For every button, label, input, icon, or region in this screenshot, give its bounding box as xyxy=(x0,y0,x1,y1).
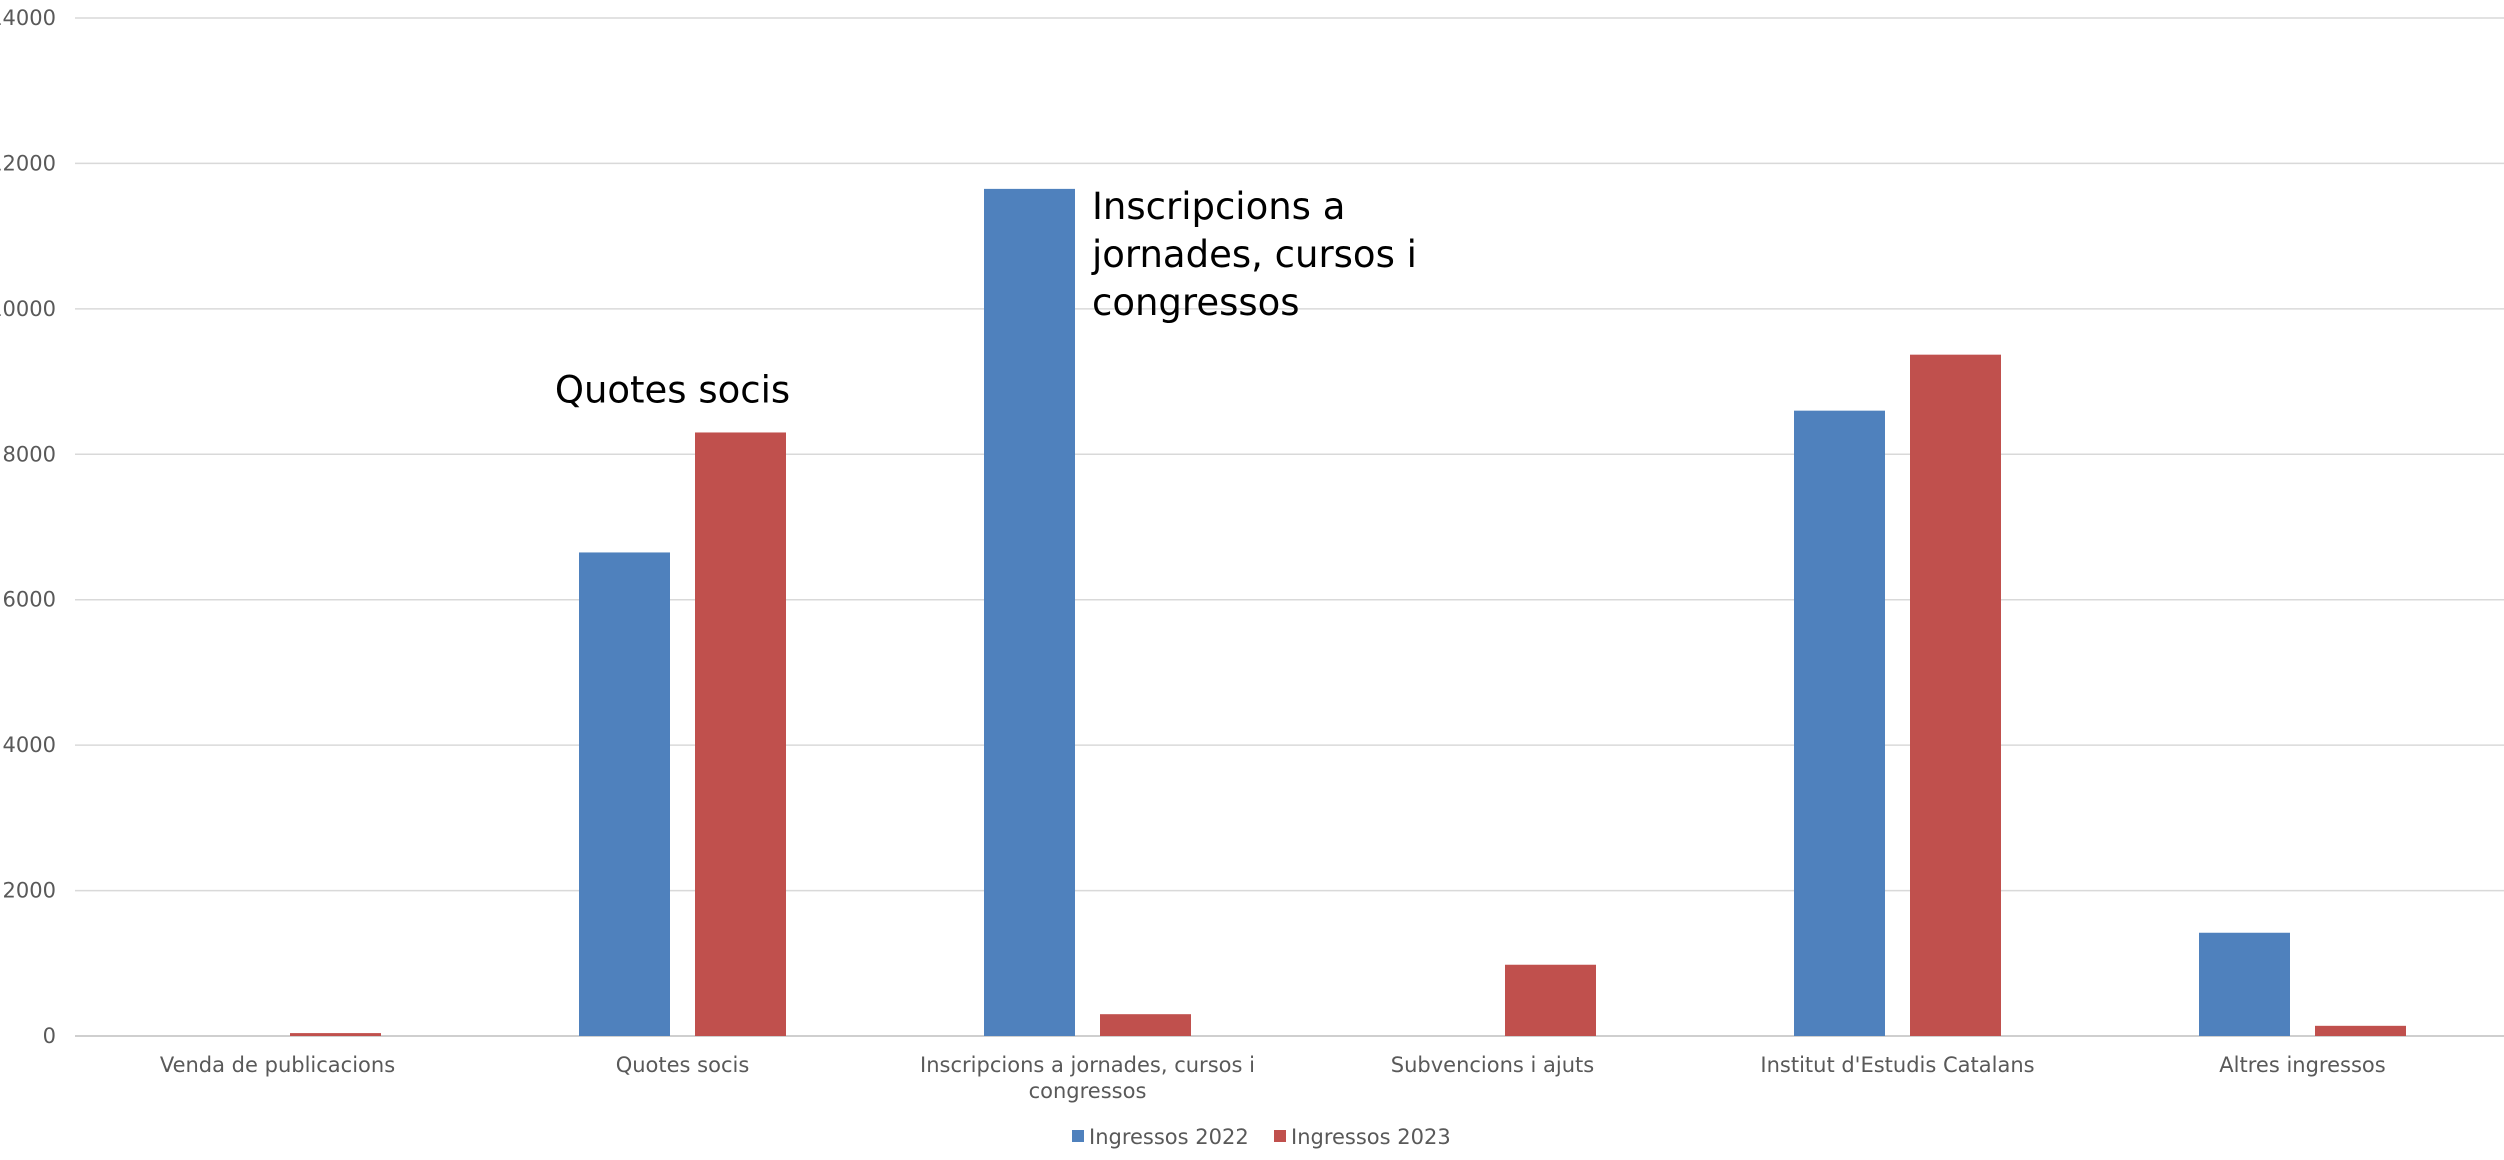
annotation-label: Quotes socis xyxy=(555,368,790,411)
x-axis-category-labels: Venda de publicacions Quotes socis Inscrip… xyxy=(160,1053,2386,1103)
y-tick-label: 6000 xyxy=(3,588,56,612)
annotation-label: jornades, cursos i xyxy=(1091,233,1417,276)
legend: Ingressos 2022 Ingressos 2023 xyxy=(1072,1125,1451,1149)
legend-swatch xyxy=(1072,1130,1084,1142)
x-category-label: Quotes socis xyxy=(616,1053,750,1077)
bar-2022-4 xyxy=(1794,410,1885,1037)
y-tick-label: 0 xyxy=(43,1024,56,1048)
y-tick-label: 2000 xyxy=(3,879,56,903)
annotation-label: congressos xyxy=(1092,281,1300,324)
y-tick-label: 10000 xyxy=(0,297,56,321)
annotation-label: Inscripcions a xyxy=(1092,185,1345,228)
bar-2022-2 xyxy=(984,188,1075,1037)
bar-2023-1 xyxy=(695,432,786,1036)
bar-2022-1 xyxy=(579,552,670,1036)
legend-label: Ingressos 2023 xyxy=(1291,1125,1451,1149)
legend-label: Ingressos 2022 xyxy=(1089,1125,1249,1149)
legend-swatch xyxy=(1274,1130,1286,1142)
bar-2023-3 xyxy=(1505,964,1596,1036)
x-category-label: Inscripcions a jornades, cursos i xyxy=(920,1053,1255,1077)
y-tick-label: 4000 xyxy=(3,733,56,757)
bar-2023-0 xyxy=(290,1033,381,1036)
x-category-label: Institut d'Estudis Catalans xyxy=(1760,1053,2034,1077)
x-category-label: Altres ingressos xyxy=(2219,1053,2385,1077)
gridlines xyxy=(75,17,2504,1037)
bars xyxy=(290,188,2406,1037)
x-category-label: Venda de publicacions xyxy=(160,1053,395,1077)
bar-2022-5 xyxy=(2199,932,2290,1036)
x-category-label: Subvencions i ajuts xyxy=(1391,1053,1594,1077)
bar-2023-2 xyxy=(1100,1014,1191,1036)
bar-2023-4 xyxy=(1910,354,2001,1037)
x-category-label: congressos xyxy=(1029,1079,1147,1103)
y-tick-label: 8000 xyxy=(3,442,56,466)
bar-2023-5 xyxy=(2315,1025,2406,1036)
annotations: Quotes socis Inscripcions a jornades, curs… xyxy=(555,185,1417,412)
y-axis-tick-labels: 0 2000 4000 6000 8000 10000 12000 14000 xyxy=(0,6,56,1048)
y-tick-label: 12000 xyxy=(0,151,56,175)
y-tick-label: 14000 xyxy=(0,6,56,30)
